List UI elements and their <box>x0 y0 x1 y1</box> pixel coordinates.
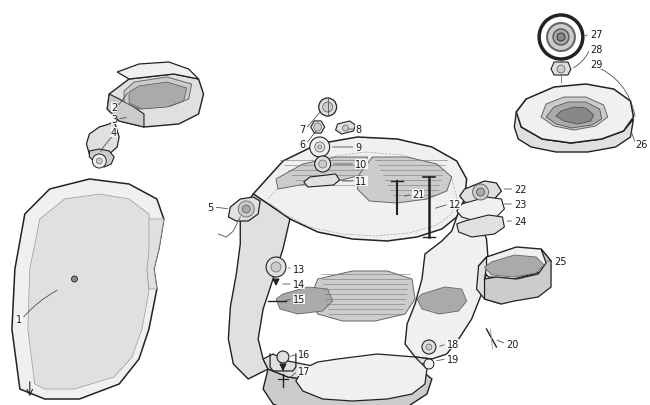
Polygon shape <box>484 256 544 277</box>
Polygon shape <box>516 85 634 144</box>
Polygon shape <box>254 138 467 241</box>
Circle shape <box>343 126 348 132</box>
Polygon shape <box>228 198 260 222</box>
Text: 27: 27 <box>590 30 603 40</box>
Text: 22: 22 <box>514 185 526 194</box>
Circle shape <box>557 34 565 42</box>
Polygon shape <box>310 271 415 321</box>
Polygon shape <box>263 354 432 381</box>
Circle shape <box>96 159 102 164</box>
Text: 21: 21 <box>412 190 424 200</box>
Circle shape <box>422 340 436 354</box>
Circle shape <box>314 124 322 132</box>
Text: 5: 5 <box>207 202 213 213</box>
Circle shape <box>553 30 569 46</box>
Text: 12: 12 <box>448 200 461 209</box>
Circle shape <box>476 189 484 196</box>
Polygon shape <box>335 122 356 135</box>
Circle shape <box>322 103 333 113</box>
Text: 8: 8 <box>356 125 361 135</box>
Polygon shape <box>405 200 489 359</box>
Circle shape <box>318 99 337 117</box>
Circle shape <box>315 143 324 153</box>
Polygon shape <box>311 122 324 134</box>
Polygon shape <box>296 354 427 401</box>
Polygon shape <box>476 257 501 304</box>
Polygon shape <box>358 158 452 203</box>
Polygon shape <box>514 100 634 153</box>
Text: 11: 11 <box>356 177 368 187</box>
Text: 1: 1 <box>16 314 22 324</box>
Text: 14: 14 <box>293 279 305 289</box>
Text: 10: 10 <box>356 160 368 170</box>
Text: 3: 3 <box>111 115 117 125</box>
Polygon shape <box>117 63 199 80</box>
Text: 23: 23 <box>514 200 526 209</box>
Circle shape <box>271 262 281 272</box>
Circle shape <box>318 161 327 168</box>
Text: 25: 25 <box>554 256 567 266</box>
Polygon shape <box>107 95 144 128</box>
Text: 28: 28 <box>590 45 602 55</box>
Polygon shape <box>460 181 501 205</box>
Polygon shape <box>89 149 114 168</box>
Circle shape <box>310 138 330 158</box>
Text: 20: 20 <box>506 339 519 349</box>
Circle shape <box>92 155 106 168</box>
Polygon shape <box>556 108 593 125</box>
Polygon shape <box>147 220 164 289</box>
Polygon shape <box>304 175 339 188</box>
Polygon shape <box>263 367 432 405</box>
Text: 24: 24 <box>514 216 526 226</box>
Polygon shape <box>12 179 164 399</box>
Polygon shape <box>276 287 333 314</box>
Text: 6: 6 <box>300 140 306 149</box>
Circle shape <box>72 276 77 282</box>
Polygon shape <box>124 78 192 110</box>
Text: 18: 18 <box>447 339 459 349</box>
Text: 9: 9 <box>356 143 361 153</box>
Polygon shape <box>276 158 367 190</box>
Text: 4: 4 <box>111 128 117 138</box>
Text: 17: 17 <box>298 366 310 376</box>
Polygon shape <box>28 194 152 389</box>
Polygon shape <box>478 247 551 279</box>
Text: 15: 15 <box>293 294 306 304</box>
Circle shape <box>557 66 565 74</box>
Circle shape <box>473 185 489 200</box>
Polygon shape <box>457 198 504 222</box>
Polygon shape <box>541 98 608 131</box>
Circle shape <box>242 205 250 213</box>
Circle shape <box>424 359 434 369</box>
Polygon shape <box>457 215 504 237</box>
Polygon shape <box>551 63 571 76</box>
Polygon shape <box>484 249 551 304</box>
Text: 19: 19 <box>447 354 459 364</box>
Polygon shape <box>129 83 187 110</box>
Polygon shape <box>417 287 467 314</box>
Text: 2: 2 <box>111 103 117 113</box>
Polygon shape <box>107 75 203 128</box>
Text: 13: 13 <box>293 264 305 274</box>
Circle shape <box>277 351 289 363</box>
Polygon shape <box>228 194 290 379</box>
Circle shape <box>266 257 286 277</box>
Circle shape <box>318 146 322 149</box>
Text: 26: 26 <box>636 140 648 149</box>
Text: 29: 29 <box>590 60 602 70</box>
Text: 7: 7 <box>300 125 306 135</box>
Circle shape <box>426 344 432 350</box>
Polygon shape <box>86 122 119 158</box>
Circle shape <box>315 157 331 173</box>
Circle shape <box>239 202 254 217</box>
Text: 16: 16 <box>298 349 310 359</box>
Polygon shape <box>546 103 602 129</box>
Circle shape <box>547 24 575 52</box>
